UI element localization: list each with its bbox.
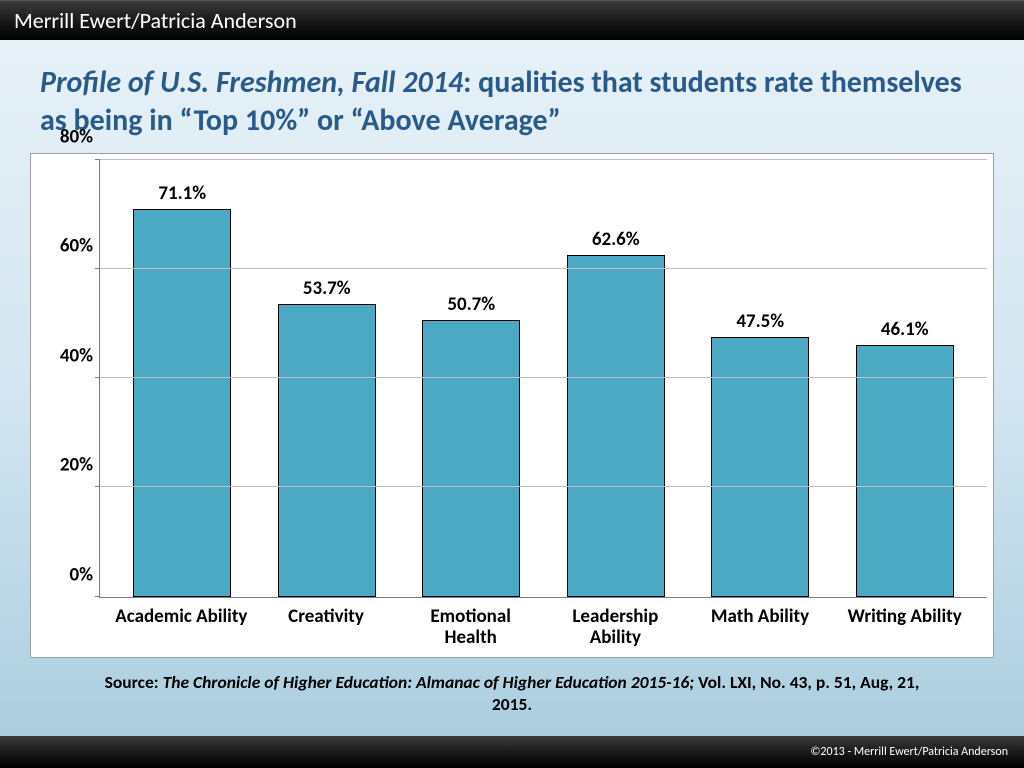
y-tick-label: 0% bbox=[70, 563, 93, 586]
slide-title: Profile of U.S. Freshmen, Fall 2014: qua… bbox=[40, 64, 984, 139]
y-tickmark bbox=[95, 377, 100, 378]
y-tick-label: 80% bbox=[60, 126, 93, 149]
slide: Merrill Ewert/Patricia Anderson Profile … bbox=[0, 0, 1024, 768]
y-tick-label: 40% bbox=[60, 344, 93, 367]
gridline bbox=[100, 159, 987, 160]
plot-row: 0%20%40%60%80% 71.1%53.7%50.7%62.6%47.5%… bbox=[37, 160, 987, 598]
gridline bbox=[100, 486, 987, 487]
footer-bar: ©2013 - Merrill Ewert/Patricia Anderson bbox=[0, 736, 1024, 768]
plot-area: 71.1% 53.7% 50.7% 62.6% 47.5% 46.1% bbox=[99, 160, 987, 598]
source-italic: The Chronicle of Higher Education: Alman… bbox=[163, 671, 699, 693]
source-period: . bbox=[527, 693, 532, 715]
gridline bbox=[100, 268, 987, 269]
bar-slot: 53.7% bbox=[255, 160, 400, 597]
bar bbox=[711, 337, 809, 596]
copyright-text: ©2013 - Merrill Ewert/Patricia Anderson bbox=[810, 745, 1008, 759]
y-tick-label: 20% bbox=[60, 454, 93, 477]
bar-slot: 62.6% bbox=[544, 160, 689, 597]
value-label: 47.5% bbox=[736, 310, 784, 333]
x-axis-row: Academic AbilityCreativityEmotional Heal… bbox=[37, 598, 987, 652]
y-axis: 0%20%40%60%80% bbox=[37, 160, 99, 598]
bar-slot: 46.1% bbox=[833, 160, 978, 597]
x-axis-spacer bbox=[37, 598, 99, 652]
y-tickmark bbox=[95, 596, 100, 597]
source-citation: Source: The Chronicle of Higher Educatio… bbox=[30, 658, 994, 726]
bar bbox=[856, 345, 954, 597]
x-axis-label: Creativity bbox=[254, 606, 399, 650]
x-axis-label: Writing Ability bbox=[832, 606, 977, 650]
value-label: 50.7% bbox=[447, 293, 495, 316]
bar bbox=[422, 320, 520, 597]
bar bbox=[133, 209, 231, 597]
y-tick-label: 60% bbox=[60, 235, 93, 258]
chart-container: 0%20%40%60%80% 71.1%53.7%50.7%62.6%47.5%… bbox=[30, 153, 994, 658]
y-tickmark bbox=[95, 159, 100, 160]
x-axis-label: Leadership Ability bbox=[543, 606, 688, 650]
bar-slot: 50.7% bbox=[399, 160, 544, 597]
title-lead: Profile of U.S. Freshmen, Fall 2014 bbox=[40, 64, 463, 101]
presenter-names: Merrill Ewert/Patricia Anderson bbox=[14, 7, 297, 34]
bars-group: 71.1% 53.7% 50.7% 62.6% 47.5% 46.1% bbox=[100, 160, 987, 597]
y-tickmark bbox=[95, 486, 100, 487]
header-bar: Merrill Ewert/Patricia Anderson bbox=[0, 0, 1024, 40]
y-tickmark bbox=[95, 268, 100, 269]
bar bbox=[567, 255, 665, 597]
value-label: 71.1% bbox=[158, 182, 206, 205]
value-label: 62.6% bbox=[592, 228, 640, 251]
value-label: 46.1% bbox=[881, 318, 929, 341]
bar-slot: 71.1% bbox=[110, 160, 255, 597]
x-axis-labels: Academic AbilityCreativityEmotional Heal… bbox=[99, 598, 987, 652]
x-axis-label: Academic Ability bbox=[109, 606, 254, 650]
bar-slot: 47.5% bbox=[688, 160, 833, 597]
source-prefix: Source: bbox=[105, 671, 163, 693]
content-area: Profile of U.S. Freshmen, Fall 2014: qua… bbox=[0, 40, 1024, 736]
gridline bbox=[100, 377, 987, 378]
x-axis-label: Math Ability bbox=[688, 606, 833, 650]
value-label: 53.7% bbox=[303, 277, 351, 300]
x-axis-label: Emotional Health bbox=[398, 606, 543, 650]
bar bbox=[278, 304, 376, 597]
